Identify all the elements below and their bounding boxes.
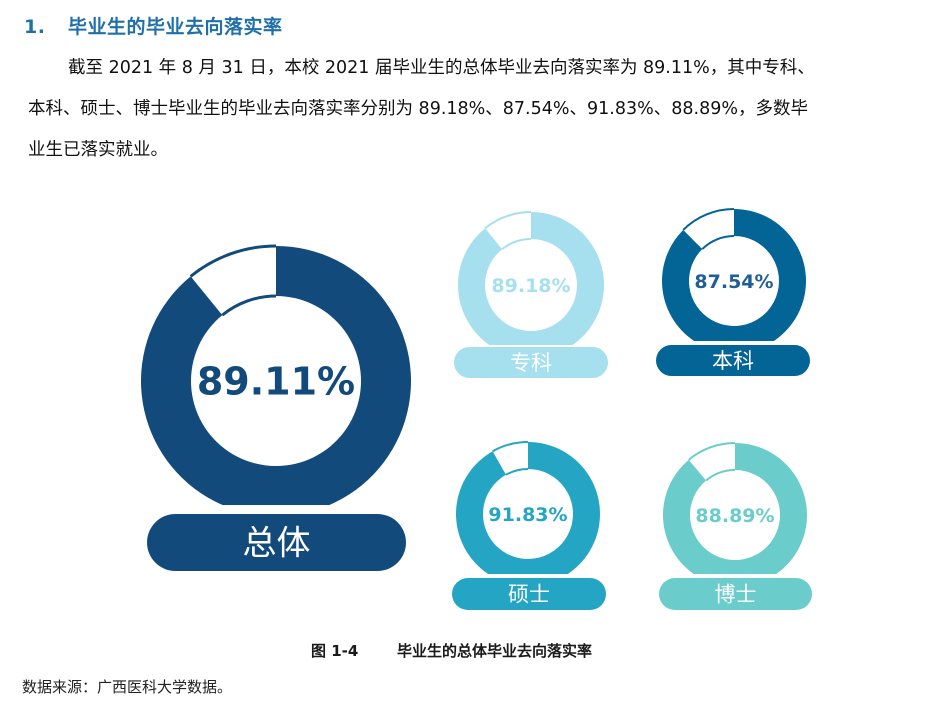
figure-title: 毕业生的总体毕业去向落实率 — [397, 642, 593, 660]
figure-number: 图 1-4 — [311, 642, 359, 660]
percentage-label: 88.89% — [695, 505, 774, 527]
category-label: 本科 — [712, 349, 754, 373]
donut-item-3: 91.83% 硕士 — [452, 441, 606, 610]
donut-ring — [141, 246, 411, 505]
category-pill — [656, 345, 810, 376]
percentage-label: 87.54% — [694, 271, 773, 293]
donut-ring — [458, 212, 604, 345]
donut-remainder-edge — [484, 211, 532, 230]
category-pill — [659, 578, 812, 610]
category-label: 总体 — [243, 524, 311, 564]
section-title: 毕业生的毕业去向落实率 — [68, 16, 283, 38]
donut-item-2: 87.54% 本科 — [656, 208, 810, 376]
percentage-label: 89.18% — [491, 275, 570, 297]
category-pill — [147, 514, 406, 571]
paragraph-line-3: 业生已落实就业。 — [28, 140, 168, 160]
category-label: 硕士 — [508, 583, 550, 607]
donut-remainder-edge — [189, 244, 277, 278]
donut-item-4: 88.89% 博士 — [659, 442, 812, 610]
section-heading: 1. 毕业生的毕业去向落实率 — [24, 12, 283, 39]
donut-ring — [663, 443, 808, 574]
category-label: 博士 — [715, 583, 757, 607]
section-number: 1. — [24, 16, 46, 38]
donut-remainder-edge — [492, 441, 529, 453]
summary-paragraph: 截至 2021 年 8 月 31 日，本校 2021 届毕业生的总体毕业去向落实… — [28, 48, 928, 171]
category-label: 专科 — [510, 351, 552, 375]
donut-remainder-edge — [688, 442, 736, 461]
figure-caption: 图 1-4 毕业生的总体毕业去向落实率 — [311, 640, 592, 661]
percentage-label: 91.83% — [488, 504, 567, 526]
donut-item-1: 89.18% 专科 — [454, 211, 608, 378]
percentage-label: 89.11% — [197, 360, 355, 404]
category-pill — [454, 347, 608, 378]
data-source-note: 数据来源：广西医科大学数据。 — [22, 678, 233, 696]
paragraph-line-1: 截至 2021 年 8 月 31 日，本校 2021 届毕业生的总体毕业去向落实… — [68, 58, 815, 78]
paragraph-line-2: 本科、硕士、博士毕业生的毕业去向落实率分别为 89.18%、87.54%、91.… — [28, 99, 808, 119]
donut-ring — [456, 442, 600, 574]
category-pill — [452, 578, 606, 610]
donut-overall: 89.11% 总体 — [141, 244, 411, 571]
donut-ring — [662, 209, 806, 341]
donut-remainder-edge — [682, 208, 735, 231]
